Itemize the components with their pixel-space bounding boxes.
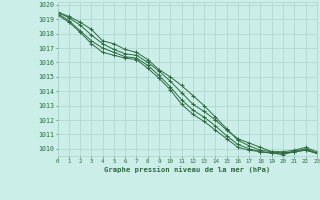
X-axis label: Graphe pression niveau de la mer (hPa): Graphe pression niveau de la mer (hPa) — [104, 166, 270, 173]
